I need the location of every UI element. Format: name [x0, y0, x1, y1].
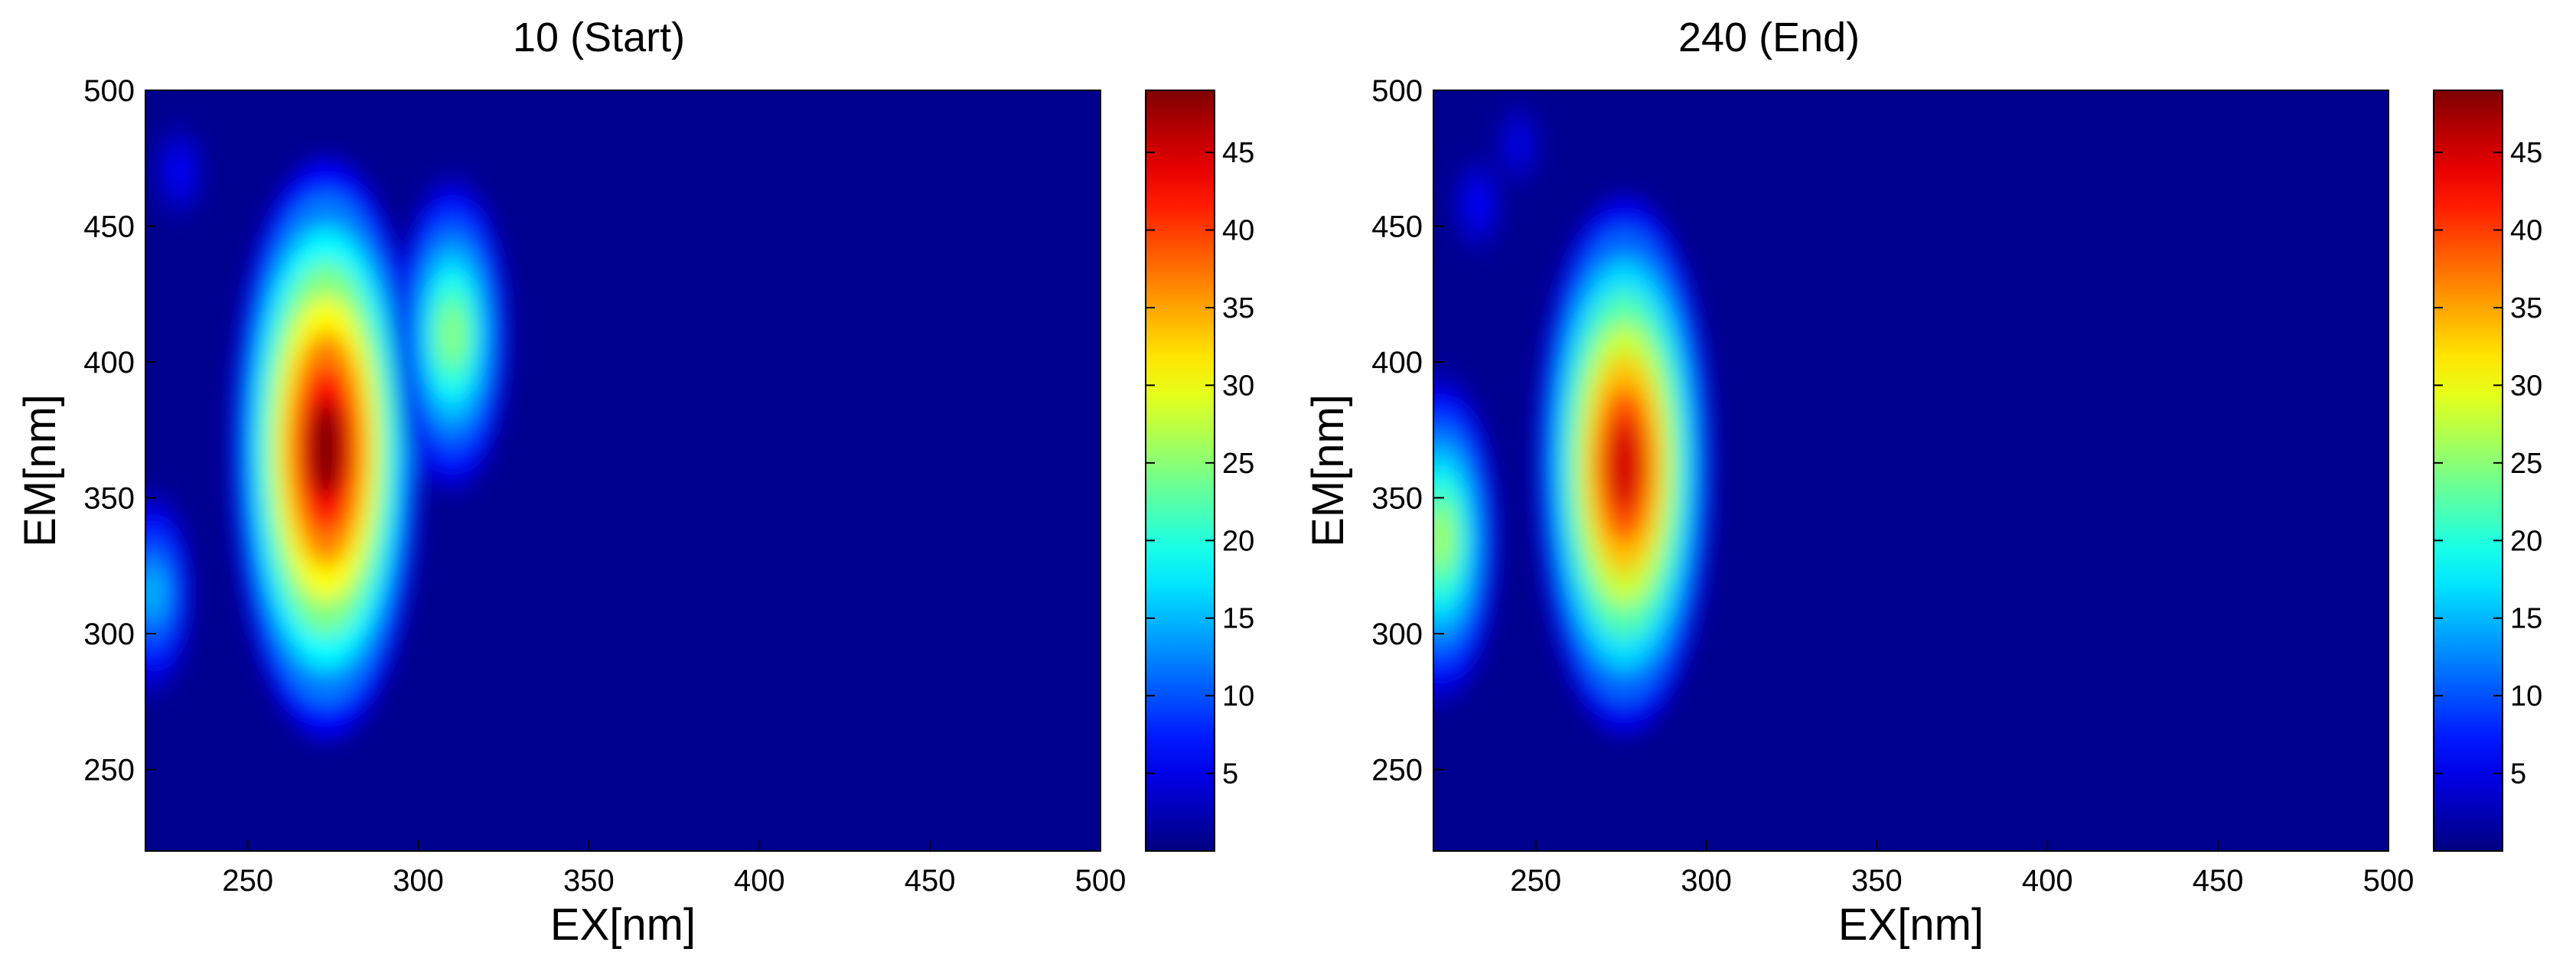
colorbar-tick-label: 25 — [2510, 448, 2542, 480]
colorbar-tick-label: 45 — [2510, 137, 2542, 169]
x-tick-label: 400 — [734, 864, 785, 898]
colorbar-tick-label: 35 — [2510, 292, 2542, 324]
chart-svg: 250 300 350 400 450 500 250 300 350 400 450 500 EX[n… — [1303, 74, 2542, 950]
y-axis-label: EM[nm] — [1303, 394, 1353, 547]
chart-title: 240 (End) — [1678, 15, 1860, 60]
heatmap-peak-contour — [1510, 131, 1527, 158]
colorbar — [2433, 90, 2503, 852]
y-tick-label: 450 — [1371, 210, 1423, 244]
colorbar-tick-label: 20 — [2510, 525, 2542, 557]
colorbar-tick-label: 35 — [1222, 292, 1254, 324]
y-tick-label: 250 — [83, 754, 135, 787]
colorbar-tick-label: 30 — [1222, 370, 1254, 402]
chart-title: 10 (Start) — [513, 15, 686, 60]
heatmap-peak-contour — [171, 158, 188, 186]
heatmap-peak-contour — [145, 571, 163, 615]
y-tick-label: 300 — [1371, 618, 1423, 651]
colorbar-tick-label: 15 — [2510, 603, 2542, 635]
plot-frame — [1433, 90, 2389, 852]
heatmap-peak-contour — [1469, 190, 1486, 219]
x-tick-label: 300 — [1681, 864, 1732, 898]
y-tick-label: 300 — [83, 618, 135, 651]
chart-panel-end: 240 (End) 250 300 350 400 450 500 250 300 350 400… — [1288, 0, 2576, 965]
x-tick-label: 500 — [2363, 864, 2415, 898]
heatmap-peak-contour — [439, 305, 465, 364]
chart-svg: 250 300 350 400 450 500 250 300 350 400 450 500 EX[n… — [15, 74, 1254, 950]
y-tick-label: 450 — [83, 210, 135, 244]
chart-panel-start: 10 (Start) 250 300 350 400 450 500 250 300 350 40… — [15, 15, 1254, 950]
y-tick-label: 350 — [83, 482, 135, 516]
colorbar-tick-label: 40 — [2510, 215, 2542, 247]
y-tick-label: 500 — [83, 74, 135, 108]
colorbar-tick-label: 5 — [2510, 758, 2526, 791]
x-tick-label: 350 — [1851, 864, 1903, 898]
x-tick-label: 300 — [393, 864, 444, 898]
y-tick-label: 400 — [83, 346, 135, 380]
colorbar-tick-label: 25 — [1222, 448, 1254, 480]
x-tick-label: 350 — [563, 864, 615, 898]
colorbar-tick-label: 45 — [1222, 137, 1254, 169]
heatmap-peak-contour — [308, 399, 344, 498]
heatmap-peak-contour — [1433, 508, 1453, 569]
x-tick-label: 400 — [2022, 864, 2073, 898]
y-tick-label: 350 — [1371, 482, 1423, 516]
colorbar-tick-label: 10 — [2510, 680, 2542, 712]
y-axis-label: EM[nm] — [15, 394, 65, 547]
x-tick-label: 250 — [222, 864, 273, 898]
x-axis-label: EX[nm] — [550, 900, 696, 950]
x-tick-label: 450 — [905, 864, 956, 898]
x-tick-label: 450 — [2193, 864, 2244, 898]
colorbar — [1145, 90, 1215, 852]
colorbar-tick-label: 40 — [1222, 215, 1254, 247]
colorbar-tick-label: 10 — [1222, 680, 1254, 712]
x-axis-label: EX[nm] — [1838, 900, 1984, 950]
x-tick-label: 250 — [1510, 864, 1561, 898]
colorbar-tick-label: 20 — [1222, 525, 1254, 557]
y-tick-label: 500 — [1371, 74, 1423, 108]
colorbar-tick-label: 15 — [1222, 603, 1254, 635]
y-tick-label: 250 — [1371, 754, 1423, 787]
heatmap-peak-contour — [1607, 419, 1642, 511]
y-tick-label: 400 — [1371, 346, 1423, 380]
colorbar-tick-label: 5 — [1222, 758, 1238, 791]
x-tick-label: 500 — [1075, 864, 1127, 898]
colorbar-tick-label: 30 — [2510, 370, 2542, 402]
plot-frame — [145, 90, 1101, 852]
